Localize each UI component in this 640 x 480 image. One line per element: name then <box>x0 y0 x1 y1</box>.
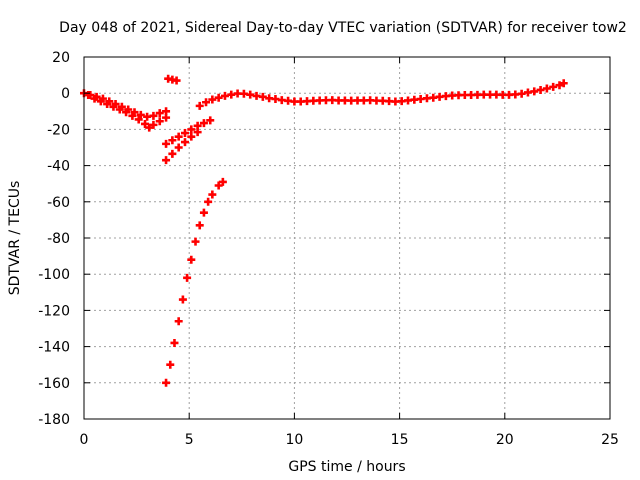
data-point <box>193 128 202 137</box>
data-point <box>162 156 171 165</box>
y-tick-label: -180 <box>38 412 70 428</box>
data-point <box>549 82 558 91</box>
data-point <box>96 97 105 106</box>
data-point <box>180 138 189 147</box>
data-point <box>145 123 154 132</box>
data-point <box>115 105 124 114</box>
data-point <box>162 378 171 387</box>
y-tick-label: -40 <box>47 159 70 175</box>
data-point <box>109 102 118 111</box>
data-point <box>162 139 171 148</box>
x-tick-label: 20 <box>496 432 514 448</box>
data-point <box>136 110 145 119</box>
data-point <box>183 273 192 282</box>
y-tick-label: -100 <box>38 267 70 283</box>
data-point <box>149 111 158 120</box>
y-tick-label: -160 <box>38 376 70 392</box>
data-point <box>90 94 99 103</box>
data-point <box>84 91 93 100</box>
x-axis-label: GPS time / hours <box>288 459 405 475</box>
data-point <box>187 255 196 264</box>
data-point <box>149 120 158 129</box>
grid-lines <box>84 57 610 419</box>
data-point <box>214 93 223 102</box>
data-point <box>218 177 227 186</box>
y-tick-label: 20 <box>52 50 70 66</box>
data-point <box>141 119 150 128</box>
data-point <box>208 190 217 199</box>
data-point <box>199 119 208 128</box>
chart-title: Day 048 of 2021, Sidereal Day-to-day VTE… <box>59 20 627 36</box>
data-point <box>191 237 200 246</box>
y-axis-label: SDTVAR / TECUs <box>7 181 23 296</box>
data-point <box>174 143 183 152</box>
x-tick-label: 0 <box>80 432 89 448</box>
data-point <box>128 111 137 120</box>
data-point <box>174 132 183 141</box>
data-point <box>134 115 143 124</box>
data-point <box>155 109 164 118</box>
data-point <box>155 117 164 126</box>
data-point <box>204 197 213 206</box>
data-point <box>174 317 183 326</box>
data-point <box>208 95 217 104</box>
data-point <box>103 100 112 109</box>
axis-ticks: 0 5 10 15 20 25 20 0 -20 -40 -60 -80 -100 -120 -140 -16… <box>38 50 619 448</box>
data-point <box>199 208 208 217</box>
data-point <box>180 129 189 138</box>
data-point <box>187 125 196 134</box>
y-tick-label: -140 <box>38 340 70 356</box>
data-points <box>80 74 568 387</box>
x-tick-label: 25 <box>601 432 619 448</box>
data-point <box>166 360 175 369</box>
x-tick-label: 10 <box>285 432 303 448</box>
x-tick-label: 5 <box>185 432 194 448</box>
data-point <box>542 84 551 93</box>
data-point <box>258 92 267 101</box>
y-tick-label: -80 <box>47 231 70 247</box>
y-tick-label: -60 <box>47 195 70 211</box>
data-point <box>530 87 539 96</box>
y-tick-label: -20 <box>47 122 70 138</box>
data-point <box>195 101 204 110</box>
data-point <box>170 338 179 347</box>
data-point <box>206 116 215 125</box>
y-tick-label: -120 <box>38 303 70 319</box>
data-point <box>168 136 177 145</box>
data-point <box>172 76 181 85</box>
data-point <box>178 295 187 304</box>
data-point <box>168 149 177 158</box>
data-point <box>536 85 545 94</box>
data-point <box>202 98 211 107</box>
y-tick-label: 0 <box>61 86 70 102</box>
data-point <box>162 113 171 122</box>
data-point <box>187 132 196 141</box>
x-tick-label: 15 <box>391 432 409 448</box>
data-point <box>214 181 223 190</box>
data-point <box>122 108 131 117</box>
data-point <box>195 221 204 230</box>
data-point <box>559 79 568 88</box>
data-point <box>555 81 564 90</box>
